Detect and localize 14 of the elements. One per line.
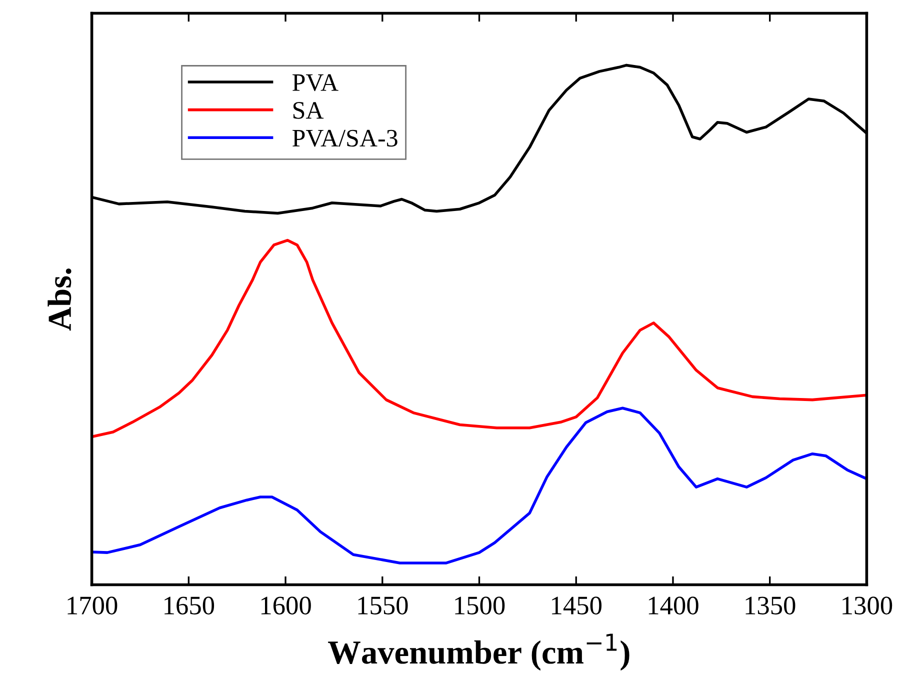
legend-label: SA xyxy=(293,102,324,119)
x-tick-label: 1600 xyxy=(261,596,311,614)
x-axis-title: Wavenumber (cm$^{−1}$) xyxy=(328,634,630,671)
x-tick-label: 1350 xyxy=(746,596,796,614)
legend-label: PVA/SA-3 xyxy=(292,130,398,147)
legend-label: PVA xyxy=(292,74,338,92)
x-tick-label: 1500 xyxy=(455,596,505,614)
y-axis-title: Abs. xyxy=(48,268,72,331)
x-tick-label: 1700 xyxy=(68,596,118,614)
x-tick-label: 1300 xyxy=(842,596,892,614)
x-tick-label: 1650 xyxy=(164,596,214,614)
x-tick-label: 1400 xyxy=(648,596,698,614)
x-tick-label: 1450 xyxy=(552,596,602,614)
x-tick-label: 1550 xyxy=(358,596,408,614)
